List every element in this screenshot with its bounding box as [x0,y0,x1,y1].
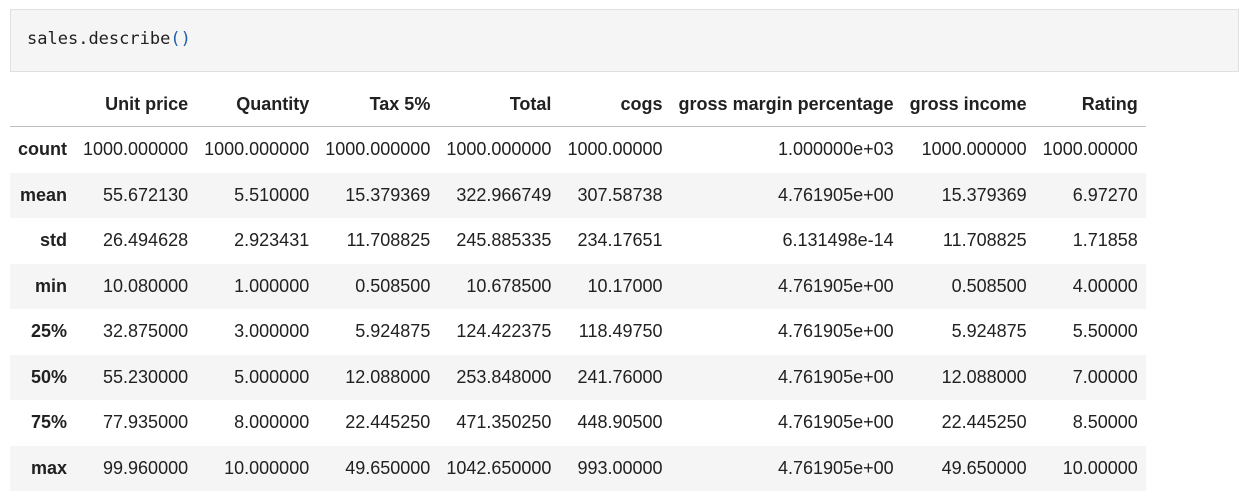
table-cell: 241.76000 [577,366,663,387]
table-cell: 1.000000e+03 [778,139,894,160]
table-cell: 448.90500 [577,412,663,433]
table-cell: 1042.650000 [446,457,552,478]
row-label: min [34,275,67,296]
column-header: gross margin percentage [670,82,902,127]
table-cell: 32.875000 [103,321,189,342]
table-cell: 0.508500 [355,275,431,296]
table-cell: 11.708825 [346,230,431,251]
table-cell: 22.445250 [345,412,431,433]
table-cell: 1000.00000 [1042,139,1138,160]
table-cell: 4.761905e+00 [778,366,894,387]
table-cell: 15.379369 [345,184,431,205]
table-cell: 1000.000000 [325,139,431,160]
row-label: mean [19,184,67,205]
column-header: Tax 5% [317,82,439,127]
table-row: max 99.960000 10.000000 49.650000 1042.65000… [10,445,1146,491]
column-header: gross income [901,82,1035,127]
column-header: Quantity [196,82,318,127]
table-cell: 1000.00000 [567,139,663,160]
table-row: std 26.494628 2.923431 11.708825 245.885335 2… [10,218,1146,264]
table-row: 25% 32.875000 3.000000 5.924875 124.422375 11… [10,309,1146,355]
column-header: Unit price [75,82,197,127]
table-cell: 10.000000 [224,457,310,478]
row-label: 25% [30,321,67,342]
table-cell: 26.494628 [103,230,189,251]
code-dot: . [78,29,89,49]
table-cell: 253.848000 [456,366,552,387]
code-input-cell[interactable]: sales.describe() [10,9,1239,72]
table-cell: 77.935000 [103,412,189,433]
table-cell: 4.00000 [1072,275,1138,296]
table-cell: 6.131498e-14 [782,230,894,251]
table-cell: 10.080000 [103,275,189,296]
header-row: Unit price Quantity Tax 5% Total cogs gross m… [10,82,1146,127]
column-header: cogs [559,82,671,127]
code-parens: () [170,29,191,49]
table-cell: 49.650000 [345,457,431,478]
code-object: sales [27,29,79,49]
table-cell: 3.000000 [234,321,310,342]
table-cell: 234.17651 [577,230,663,251]
table-cell: 4.761905e+00 [778,457,894,478]
table-cell: 1000.000000 [83,139,189,160]
table-cell: 124.422375 [456,321,552,342]
table-row: mean 55.672130 5.510000 15.379369 322.966749… [10,172,1146,218]
index-header [10,82,75,127]
row-label: 50% [30,366,67,387]
table-cell: 5.510000 [234,184,310,205]
table-cell: 322.966749 [456,184,552,205]
table-row: count 1000.000000 1000.000000 1000.000000 10… [10,126,1146,173]
table-cell: 993.00000 [577,457,663,478]
table-cell: 10.00000 [1062,457,1138,478]
table-row: 50% 55.230000 5.000000 12.088000 253.848000 2… [10,354,1146,400]
table-cell: 12.088000 [345,366,431,387]
column-header: Total [438,82,560,127]
table-cell: 6.97270 [1072,184,1138,205]
row-label: 75% [30,412,67,433]
table-cell: 471.350250 [456,412,552,433]
table-cell: 4.761905e+00 [778,321,894,342]
table-cell: 245.885335 [456,230,552,251]
table-cell: 22.445250 [941,412,1027,433]
table-cell: 2.923431 [234,230,310,251]
table-cell: 55.230000 [103,366,189,387]
table-cell: 1000.000000 [204,139,310,160]
table-cell: 0.508500 [951,275,1027,296]
table-row: 75% 77.935000 8.000000 22.445250 471.350250 4… [10,400,1146,446]
table-cell: 7.00000 [1072,366,1138,387]
table-cell: 49.650000 [941,457,1027,478]
table-header: Unit price Quantity Tax 5% Total cogs gross m… [10,82,1146,127]
row-label: std [40,230,67,251]
describe-output-table: Unit price Quantity Tax 5% Total cogs gross m… [10,82,1146,491]
table-row: min 10.080000 1.000000 0.508500 10.678500 10.… [10,263,1146,309]
table-cell: 55.672130 [103,184,189,205]
table-cell: 1.71858 [1072,230,1138,251]
table-cell: 5.924875 [951,321,1027,342]
table-cell: 4.761905e+00 [778,184,894,205]
table-cell: 5.50000 [1072,321,1138,342]
code-method: describe [88,29,171,49]
row-label: max [30,457,67,478]
table-cell: 4.761905e+00 [778,412,894,433]
table-body: count 1000.000000 1000.000000 1000.000000 10… [10,126,1146,491]
table-cell: 8.50000 [1072,412,1138,433]
table-cell: 1.000000 [234,275,310,296]
table-cell: 1000.000000 [921,139,1027,160]
row-label: count [18,139,67,160]
table-cell: 1000.000000 [446,139,552,160]
code-line[interactable]: sales.describe() [27,29,191,49]
table-cell: 5.000000 [234,366,310,387]
table-cell: 15.379369 [941,184,1027,205]
table-cell: 99.960000 [103,457,189,478]
table-cell: 8.000000 [234,412,310,433]
table-cell: 12.088000 [941,366,1027,387]
table-cell: 10.17000 [587,275,663,296]
table-cell: 118.49750 [578,321,663,342]
column-header: Rating [1034,82,1146,127]
table-cell: 5.924875 [355,321,431,342]
table-cell: 4.761905e+00 [778,275,894,296]
table-cell: 10.678500 [466,275,552,296]
table-cell: 307.58738 [577,184,663,205]
table-cell: 11.708825 [942,230,1027,251]
